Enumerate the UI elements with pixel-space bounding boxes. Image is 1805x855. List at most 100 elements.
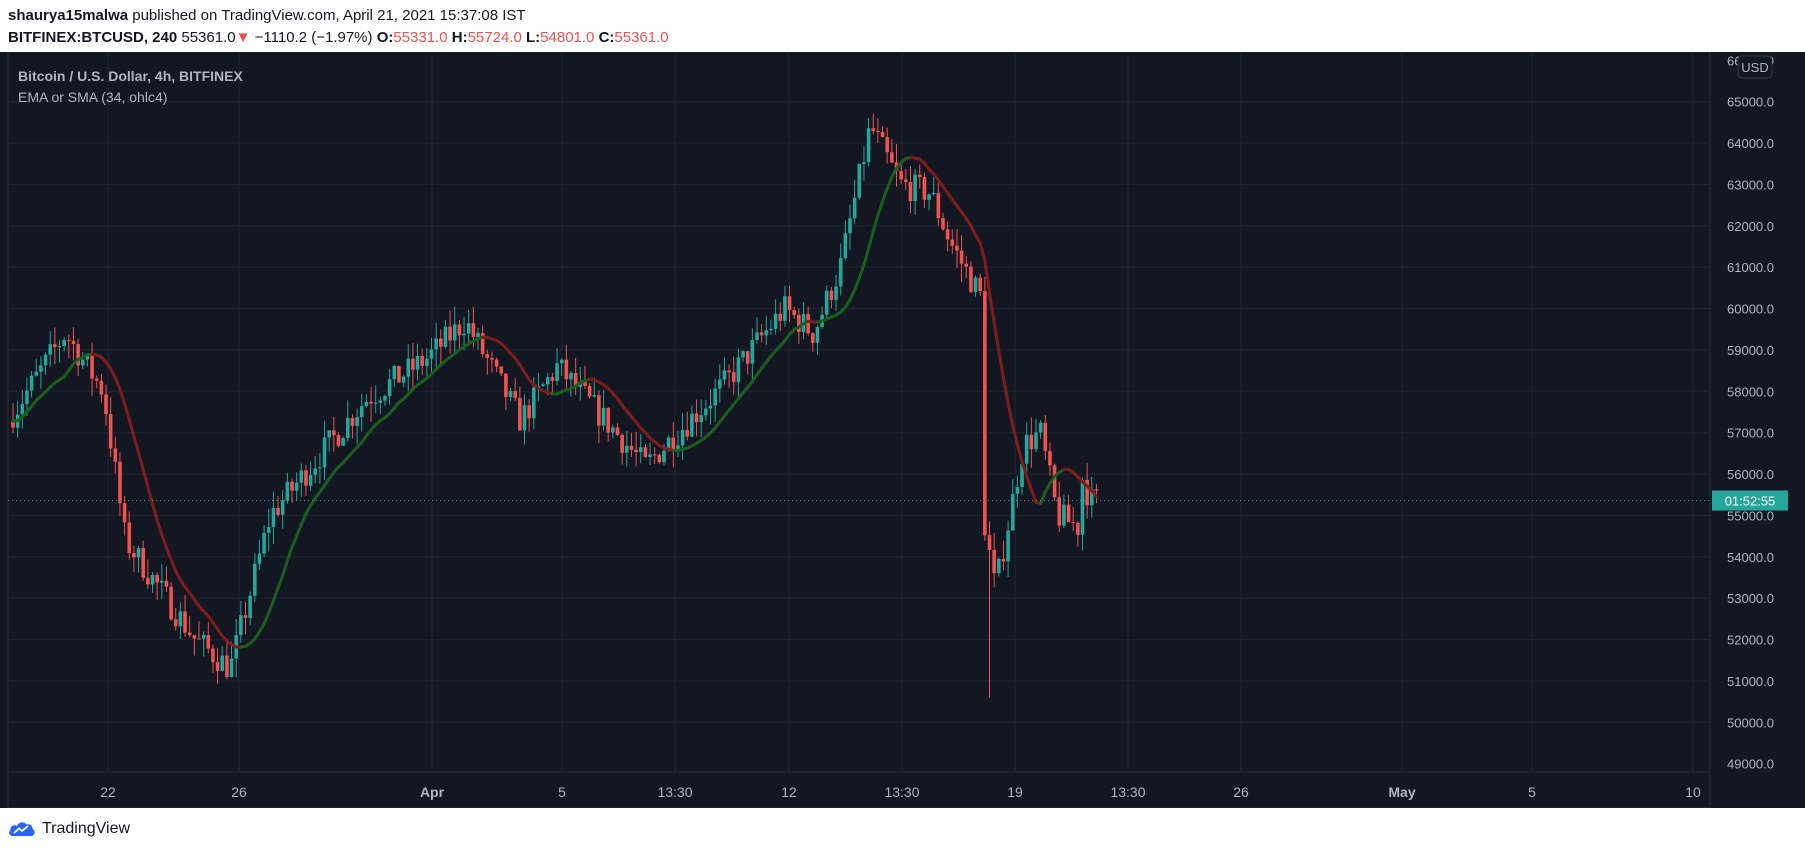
candle-body bbox=[862, 162, 866, 164]
candle-body bbox=[280, 500, 285, 515]
candle-body bbox=[355, 417, 359, 426]
price-chart[interactable]: 50000.0 51000.0 52000.0 53000.0 54000.0 55000… bbox=[0, 51, 1805, 809]
ma-line-segment bbox=[1025, 474, 1033, 491]
candle-body bbox=[983, 291, 987, 536]
candle-body bbox=[541, 384, 545, 386]
ma-line-segment bbox=[174, 569, 182, 582]
candle-body bbox=[397, 365, 401, 383]
candle-body bbox=[313, 468, 318, 475]
candle-body bbox=[527, 405, 531, 419]
candle-body bbox=[638, 447, 643, 453]
candle-body bbox=[113, 448, 118, 462]
candle-body bbox=[1038, 422, 1043, 433]
candle-body bbox=[643, 447, 648, 457]
candle-body bbox=[476, 332, 480, 338]
candle-body bbox=[187, 632, 192, 636]
candle-body bbox=[899, 171, 903, 180]
candle-body bbox=[48, 344, 52, 355]
candle-body bbox=[1080, 479, 1085, 535]
y-tick-label: 56000.0 bbox=[1727, 467, 1774, 482]
candle-body bbox=[671, 437, 676, 452]
candle-body bbox=[434, 338, 438, 350]
candle-body bbox=[504, 373, 508, 398]
candle-body bbox=[592, 395, 597, 397]
ma-line-segment bbox=[1043, 481, 1052, 494]
chart-title: Bitcoin / U.S. Dollar, 4h, BITFINEX bbox=[18, 68, 243, 84]
candle-body bbox=[383, 396, 387, 401]
candle-body bbox=[745, 351, 750, 364]
candle-body bbox=[308, 474, 313, 486]
candle-body bbox=[829, 290, 834, 301]
publish-line: shaurya15malwa published on TradingView.… bbox=[8, 7, 526, 24]
candle-body bbox=[452, 324, 457, 341]
ma-line-segment bbox=[1006, 401, 1015, 427]
candle-body bbox=[857, 163, 862, 198]
y-tick-label: 59000.0 bbox=[1727, 343, 1774, 358]
y-tick-label: 65000.0 bbox=[1727, 95, 1774, 110]
candle-body bbox=[150, 574, 155, 585]
ma-line-segment bbox=[141, 468, 150, 489]
candle-body bbox=[136, 548, 141, 558]
candle-body bbox=[741, 351, 745, 358]
candle-body bbox=[1052, 465, 1057, 498]
candle-body bbox=[183, 611, 187, 633]
candle-body bbox=[90, 355, 94, 379]
candle-body bbox=[704, 408, 708, 416]
y-tick-label: 49000.0 bbox=[1727, 757, 1774, 772]
candle-body bbox=[499, 366, 504, 374]
candle-body bbox=[913, 174, 917, 202]
candle-body bbox=[880, 132, 885, 137]
ma-line-segment bbox=[271, 586, 280, 603]
candle-body bbox=[406, 358, 411, 377]
x-tick-label: 5 bbox=[558, 784, 566, 800]
candle-body bbox=[141, 548, 145, 578]
ma-line-segment bbox=[127, 418, 136, 438]
candle-body bbox=[215, 662, 220, 671]
candle-body bbox=[1020, 463, 1024, 488]
author-name[interactable]: shaurya15malwa bbox=[8, 7, 129, 24]
candle-body bbox=[220, 655, 225, 671]
candle-body bbox=[164, 580, 169, 587]
candle-body bbox=[285, 481, 290, 501]
candle-body bbox=[67, 340, 71, 342]
tradingview-logo[interactable]: TradingView bbox=[8, 820, 130, 838]
candle-body bbox=[987, 535, 992, 551]
candle-body bbox=[466, 323, 471, 334]
candle-body bbox=[871, 128, 876, 132]
ma-line-segment bbox=[281, 559, 289, 577]
candle-body bbox=[1094, 489, 1099, 491]
candle-body bbox=[750, 339, 755, 364]
x-tick-label: 10 bbox=[1685, 784, 1701, 800]
candle-body bbox=[713, 388, 717, 406]
ohlc-line: BITFINEX:BTCUSD, 240 55361.0▼ −1110.2 (−… bbox=[8, 29, 669, 46]
ma-line-segment bbox=[1015, 442, 1024, 464]
candle-body bbox=[206, 634, 211, 649]
x-tick-label: 13:30 bbox=[657, 784, 692, 800]
candle-body bbox=[727, 370, 731, 373]
low-label: L: bbox=[526, 29, 541, 46]
candle-body bbox=[318, 467, 322, 469]
candle-body bbox=[941, 218, 945, 230]
y-tick-label: 58000.0 bbox=[1727, 384, 1774, 399]
candle-body bbox=[439, 338, 443, 347]
footer: TradingView bbox=[0, 808, 1805, 855]
candle-body bbox=[513, 391, 517, 399]
chart-panel[interactable]: 50000.0 51000.0 52000.0 53000.0 54000.0 55000… bbox=[0, 51, 1805, 809]
candle-body bbox=[550, 377, 555, 381]
candle-body bbox=[731, 372, 736, 383]
ma-line-segment bbox=[857, 263, 866, 280]
published-text: published on TradingView.com, April 21, … bbox=[132, 7, 526, 24]
candle-body bbox=[271, 507, 276, 528]
candle-body bbox=[969, 266, 973, 293]
candle-body bbox=[797, 314, 801, 333]
candle-body bbox=[11, 420, 15, 428]
y-tick-label: 60000.0 bbox=[1727, 302, 1774, 317]
ma-line-segment bbox=[160, 533, 168, 549]
countdown-label: 01:52:55 bbox=[1725, 494, 1776, 509]
candle-body bbox=[824, 290, 829, 315]
ma-line-segment bbox=[867, 229, 875, 251]
candle-body bbox=[146, 577, 150, 585]
ma-line-segment bbox=[137, 451, 145, 472]
candle-body bbox=[257, 553, 262, 564]
candle-body bbox=[1066, 504, 1071, 523]
